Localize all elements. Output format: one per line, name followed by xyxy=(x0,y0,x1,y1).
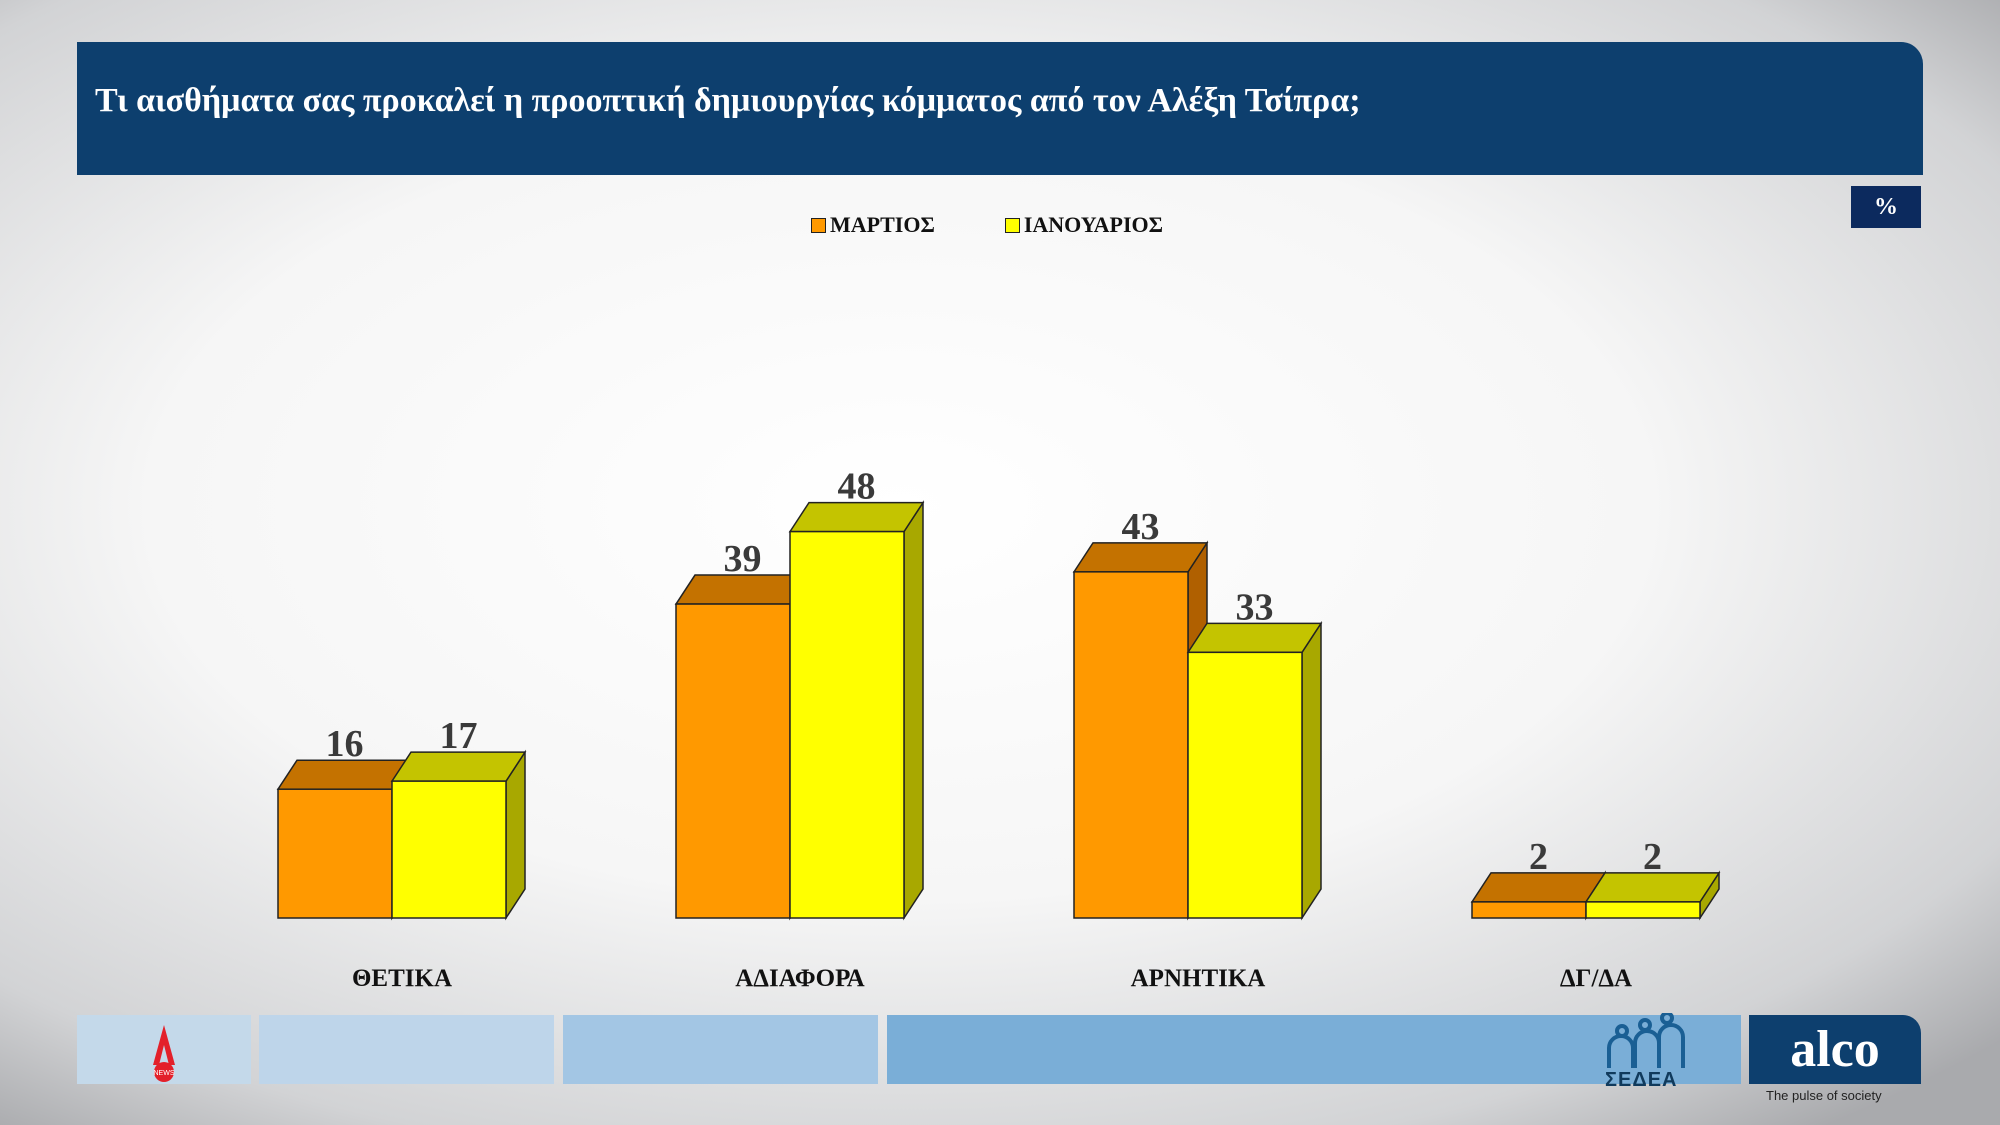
data-label: 17 xyxy=(440,715,478,757)
bar-ΑΔΙΑΦΟΡΑ-ΜΑΡΤΙΟΣ xyxy=(675,603,791,919)
category-label: ΔΓ/ΔΑ xyxy=(1560,965,1632,992)
legend-swatch-march xyxy=(811,217,826,233)
category-label: ΘΕΤΙΚΑ xyxy=(352,965,452,992)
data-label: 2 xyxy=(1529,836,1548,878)
category-label: ΑΡΝΗΤΙΚΑ xyxy=(1131,965,1266,992)
sedea-logo: ΣΕΔΕΑ xyxy=(1597,1011,1697,1093)
legend: ΜΑΡΤΙΟΣ ΙΑΝΟΥΑΡΙΟΣ xyxy=(811,212,1163,238)
svg-text:NEWS: NEWS xyxy=(154,1070,175,1077)
legend-item-january: ΙΑΝΟΥΑΡΙΟΣ xyxy=(1004,212,1164,238)
alco-wordmark: alco xyxy=(1790,1021,1880,1078)
title-banner: Τι αισθήματα σας προκαλεί η προοπτική δη… xyxy=(77,42,1923,175)
alpha-news-logo: NEWS xyxy=(77,1015,251,1084)
alco-tagline: The pulse of society xyxy=(1766,1088,1882,1103)
percent-badge: % xyxy=(1851,186,1921,228)
footer-band-2 xyxy=(563,1015,878,1084)
legend-label: ΜΑΡΤΙΟΣ xyxy=(830,212,935,237)
alco-logo: alco xyxy=(1749,1015,1921,1084)
bar-ΘΕΤΙΚΑ-ΙΑΝΟΥΑΡΙΟΣ xyxy=(391,780,507,919)
data-label: 48 xyxy=(838,466,876,508)
data-label: 16 xyxy=(326,723,364,765)
footer-band-1 xyxy=(259,1015,554,1084)
category-label: ΑΔΙΑΦΟΡΑ xyxy=(735,965,865,992)
bar-ΑΔΙΑΦΟΡΑ-ΙΑΝΟΥΑΡΙΟΣ xyxy=(789,530,905,919)
bar-ΑΡΝΗΤΙΚΑ-ΙΑΝΟΥΑΡΙΟΣ xyxy=(1187,651,1303,919)
bar-ΔΓ/ΔΑ-ΙΑΝΟΥΑΡΙΟΣ xyxy=(1585,901,1701,919)
bar-side xyxy=(1301,620,1322,921)
legend-swatch-january xyxy=(1004,217,1020,233)
bar-ΔΓ/ΔΑ-ΜΑΡΤΙΟΣ xyxy=(1471,901,1587,919)
bar-ΑΡΝΗΤΙΚΑ-ΜΑΡΤΙΟΣ xyxy=(1073,571,1189,919)
sedea-label: ΣΕΔΕΑ xyxy=(1605,1069,1678,1091)
data-label: 33 xyxy=(1236,586,1274,628)
chart-title: Τι αισθήματα σας προκαλεί η προοπτική δη… xyxy=(95,82,1361,119)
legend-item-march: ΜΑΡΤΙΟΣ xyxy=(811,212,935,238)
legend-label: ΙΑΝΟΥΑΡΙΟΣ xyxy=(1023,212,1164,237)
data-label: 39 xyxy=(724,538,762,580)
bar-ΘΕΤΙΚΑ-ΜΑΡΤΙΟΣ xyxy=(277,788,393,919)
bar-side xyxy=(903,500,924,921)
data-label: 2 xyxy=(1643,836,1662,878)
footer-band-3: ΣΕΔΕΑ xyxy=(887,1011,1741,1091)
data-label: 43 xyxy=(1122,506,1160,548)
bar-chart: 16 17 ΘΕΤΙΚΑ 39 48 ΑΔΙΑΦΟΡΑ 43 33 ΑΡΝΗΤΙΚΑ 2 2 ΔΓ/Δ… xyxy=(276,466,1721,992)
